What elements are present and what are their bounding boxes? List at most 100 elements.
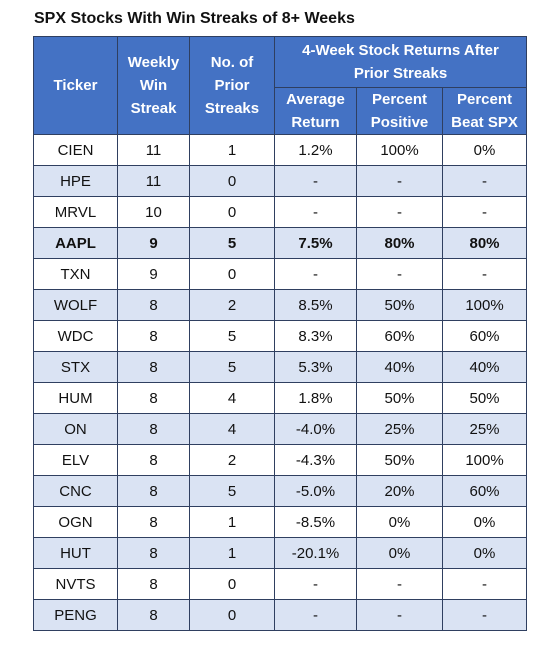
table-row: STX 8 5 5.3% 40% 40% — [33, 351, 528, 383]
table-cell: 1 — [189, 134, 275, 166]
table-cell: 4 — [189, 382, 275, 414]
table-cell: 1.2% — [274, 134, 357, 166]
table-row: HUM 8 4 1.8% 50% 50% — [33, 382, 528, 414]
table-cell: 8 — [117, 413, 190, 445]
table-cell: 2 — [189, 289, 275, 321]
table-cell: ON — [33, 413, 118, 445]
column-header: Weekly Win Streak — [117, 36, 190, 135]
table-cell: 0 — [189, 165, 275, 197]
table-cell: 5 — [189, 475, 275, 507]
table-cell: 50% — [356, 382, 443, 414]
table-cell: - — [441, 165, 528, 197]
table-cell: - — [441, 196, 528, 228]
table-cell: -20.1% — [274, 537, 357, 569]
table-row: ON 8 4 -4.0% 25% 25% — [33, 413, 528, 445]
table-cell: - — [274, 568, 357, 600]
table-cell: 10 — [117, 196, 190, 228]
table-row: HPE 11 0- - - — [33, 165, 528, 197]
table-cell: 1 — [189, 537, 275, 569]
table-cell: -4.0% — [274, 413, 357, 445]
table-cell: HUM — [33, 382, 118, 414]
table-cell: - — [356, 196, 443, 228]
table-cell: 60% — [356, 320, 443, 352]
table-cell: 8 — [117, 475, 190, 507]
table-cell: 0% — [441, 506, 528, 538]
group-header-text: 4-Week Stock Returns After Prior Streaks — [302, 42, 499, 82]
table-row: MRVL 10 0- - - — [33, 196, 528, 228]
table-cell: 100% — [441, 444, 528, 476]
table-cell: 5 — [189, 227, 275, 259]
table-cell: 50% — [356, 289, 443, 321]
table-cell: 25% — [356, 413, 443, 445]
table-cell: 8 — [117, 351, 190, 383]
table-cell: 1 — [189, 506, 275, 538]
table-cell: 25% — [441, 413, 528, 445]
table-cell: 8 — [117, 568, 190, 600]
table-row: PENG 8 0- - - — [33, 599, 528, 631]
table-cell: - — [441, 568, 528, 600]
column-header: Ticker — [33, 36, 118, 135]
table-cell: 4 — [189, 413, 275, 445]
table-cell: 8 — [117, 599, 190, 631]
table-row: AAPL 9 5 7.5% 80% 80% — [33, 227, 528, 259]
table-cell: 0% — [356, 506, 443, 538]
table-cell: WDC — [33, 320, 118, 352]
table-cell: - — [274, 196, 357, 228]
title: SPX Stocks With Win Streaks of 8+ Weeks — [34, 10, 355, 27]
table-cell: 8.5% — [274, 289, 357, 321]
group-header: 4-Week Stock Returns After Prior Streaks — [273, 36, 528, 88]
table-cell: 11 — [117, 165, 190, 197]
table-cell: 60% — [441, 475, 528, 507]
table-cell: 2 — [189, 444, 275, 476]
table-cell: 1.8% — [274, 382, 357, 414]
table-cell: -8.5% — [274, 506, 357, 538]
table-cell: 50% — [441, 382, 528, 414]
table-cell: - — [356, 568, 443, 600]
table-cell: 8.3% — [274, 320, 357, 352]
table-cell: 40% — [356, 351, 443, 383]
table-cell: 7.5% — [274, 227, 357, 259]
table-cell: 40% — [441, 351, 528, 383]
table-row: CIEN 11 1 1.2% 100% 0% — [33, 134, 528, 166]
table-cell: 0% — [356, 537, 443, 569]
table-cell: 8 — [117, 537, 190, 569]
table-cell: 5 — [189, 320, 275, 352]
table-cell: WOLF — [33, 289, 118, 321]
table-cell: CNC — [33, 475, 118, 507]
table-cell: 11 — [117, 134, 190, 166]
table-cell: NVTS — [33, 568, 118, 600]
table-cell: AAPL — [33, 227, 118, 259]
table-cell: 0 — [189, 568, 275, 600]
table-cell: - — [441, 599, 528, 631]
table-cell: 80% — [441, 227, 528, 259]
table-cell: TXN — [33, 258, 118, 290]
table-cell: PENG — [33, 599, 118, 631]
table-cell: 8 — [117, 289, 190, 321]
column-header: No. of Prior Streaks — [189, 36, 275, 135]
subcolumn-header: Percent Beat SPX — [441, 87, 528, 135]
table-cell: - — [274, 165, 357, 197]
table-cell: 50% — [356, 444, 443, 476]
subcolumn-header: Percent Positive — [356, 87, 443, 135]
table-cell: OGN — [33, 506, 118, 538]
table-cell: 100% — [441, 289, 528, 321]
table-cell: 100% — [356, 134, 443, 166]
table-cell: - — [441, 258, 528, 290]
table-cell: 8 — [117, 320, 190, 352]
table-cell: 8 — [117, 382, 190, 414]
table-cell: 20% — [356, 475, 443, 507]
table-cell: 9 — [117, 227, 190, 259]
table-cell: 0% — [441, 134, 528, 166]
table-cell: 5.3% — [274, 351, 357, 383]
streak-table: Ticker Weekly Win Streak No. of Prior Stre… — [33, 36, 528, 631]
table-cell: - — [274, 599, 357, 631]
table-cell: STX — [33, 351, 118, 383]
table-cell: MRVL — [33, 196, 118, 228]
table-cell: 0 — [189, 196, 275, 228]
table-cell: 5 — [189, 351, 275, 383]
table-cell: - — [356, 599, 443, 631]
table-cell: 60% — [441, 320, 528, 352]
table-cell: - — [274, 258, 357, 290]
table-row: ELV 8 2 -4.3% 50% 100% — [33, 444, 528, 476]
table-cell: 0 — [189, 599, 275, 631]
